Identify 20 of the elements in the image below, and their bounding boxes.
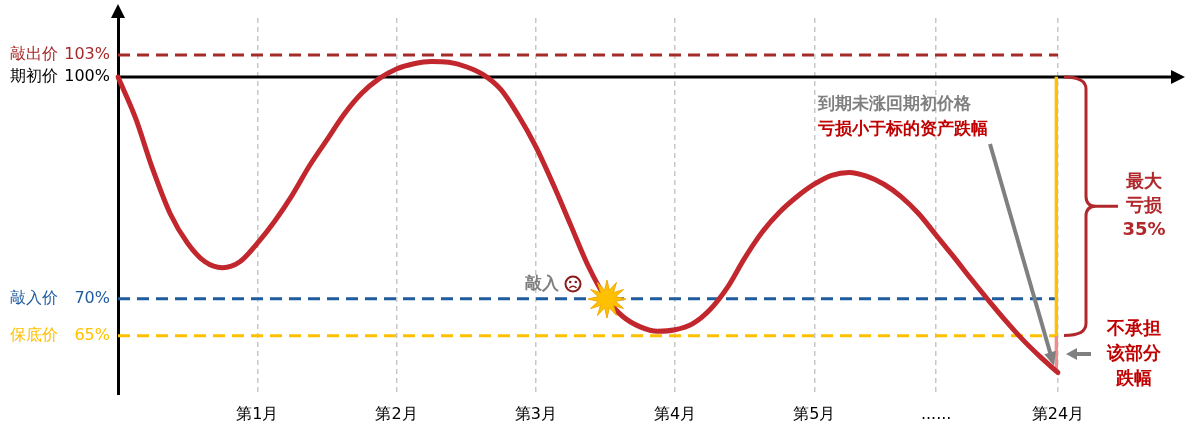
annotation: 到期未涨回期初价格 — [817, 93, 972, 114]
x-tick-label: 第3月 — [514, 403, 557, 423]
text: 最大亏损 35% — [1122, 170, 1166, 240]
annotation: 敲入 — [524, 273, 560, 294]
ref-line-label: 期初价 — [10, 66, 59, 86]
ref-line-label: 保底价 — [10, 324, 59, 344]
annotation: 不承担该部分跌幅 — [1106, 316, 1162, 388]
y-tick-label: 70% — [74, 287, 110, 307]
y-tick-label: 103% — [64, 44, 110, 64]
x-tick-label: 第1月 — [236, 403, 279, 423]
x-tick-label: 第24月 — [1031, 403, 1085, 423]
ref-line-label: 敲入价 — [10, 287, 59, 307]
x-tick-label: 第2月 — [375, 403, 418, 423]
x-tick-label: ...... — [920, 403, 952, 423]
annotation: 亏损小于标的资产跌幅 — [817, 118, 988, 139]
y-tick-label: 65% — [74, 324, 110, 344]
x-tick-label: 第4月 — [653, 403, 697, 423]
x-tick-label: 第5月 — [793, 403, 836, 423]
ref-line-label: 敲出价 — [10, 44, 59, 64]
y-tick-label: 100% — [64, 66, 110, 86]
